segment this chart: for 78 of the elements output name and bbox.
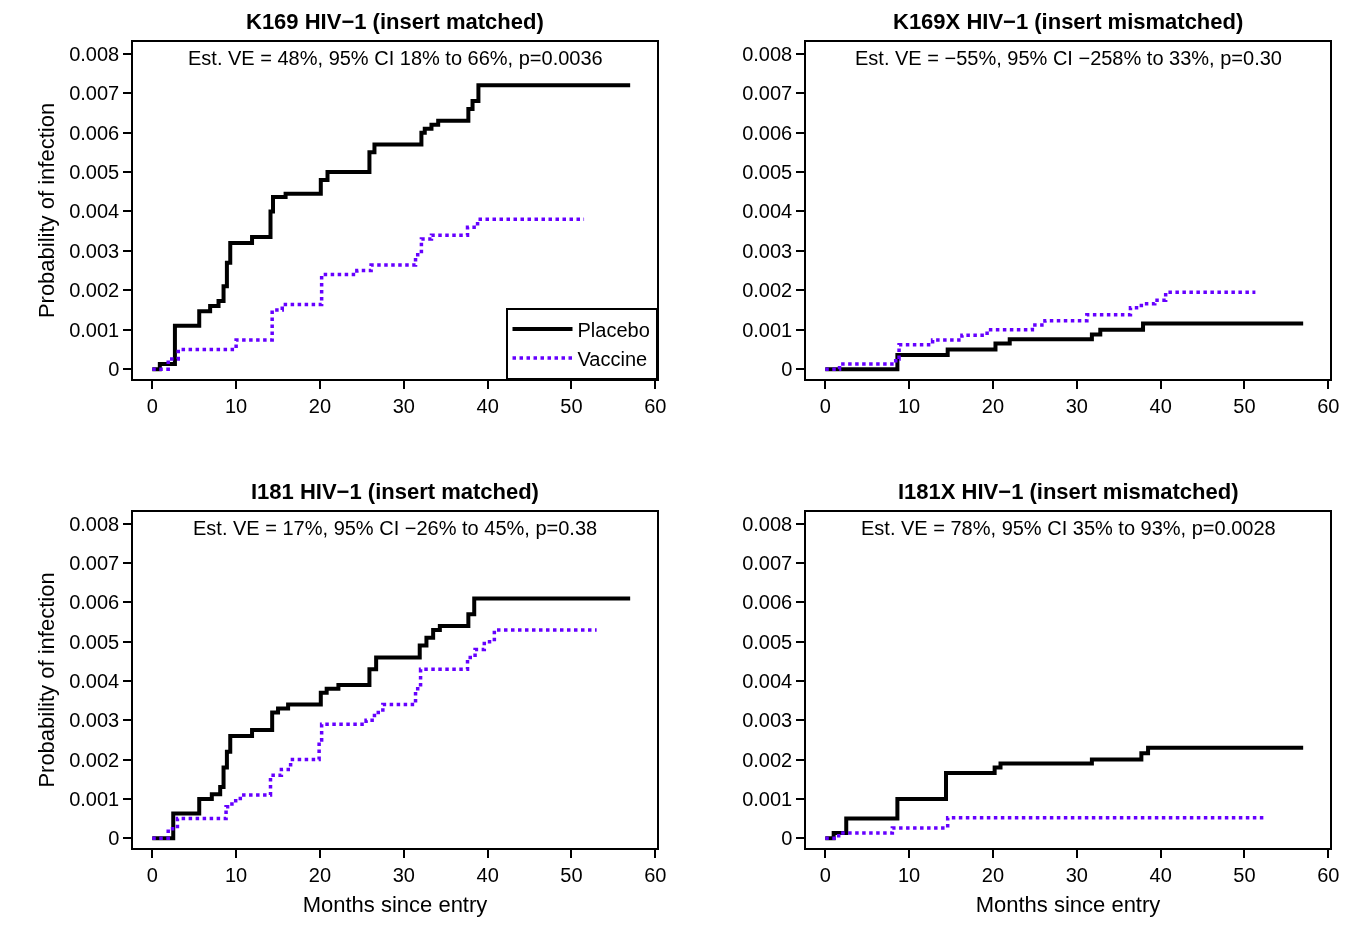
y-tick-label: 0.007 [742,552,793,575]
y-tick-label: 0.001 [742,318,793,341]
y-tick-label: 0.005 [742,161,793,184]
legend-label: Vaccine [577,347,648,370]
y-tick-label: 0.002 [69,748,120,771]
y-tick-label: 0.004 [742,200,793,223]
y-tick-label: 0.006 [742,591,793,614]
y-tick-label: 0.008 [742,42,793,65]
y-tick-label: 0.006 [69,121,120,144]
y-tick-label: 0.008 [742,512,793,535]
x-tick-label: 60 [644,394,667,417]
y-tick-label: 0.007 [69,82,120,105]
legend-label: Placebo [577,318,650,341]
y-tick-label: 0.006 [69,591,120,614]
y-tick-label: 0.005 [742,630,793,653]
x-tick-label: 20 [308,863,332,886]
x-tick-label: 40 [1149,863,1172,886]
x-tick-label: 0 [819,863,831,886]
annotation: Est. VE = 78%, 95% CI 35% to 93%, p=0.0028 [861,517,1276,539]
x-tick-label: 30 [392,863,415,886]
annotation: Est. VE = 48%, 95% CI 18% to 66%, p=0.0036 [188,47,603,69]
x-tick-label: 10 [224,394,248,417]
y-tick-label: 0.003 [69,239,120,262]
y-tick-label: 0.002 [742,279,793,302]
x-tick-label: 0 [146,863,158,886]
x-tick-label: 50 [1233,394,1256,417]
y-tick-label: 0.007 [742,82,793,105]
x-tick-label: 60 [644,863,667,886]
x-tick-label: 50 [560,394,583,417]
x-tick-label: 20 [981,394,1005,417]
y-tick-label: 0.003 [742,239,793,262]
y-tick-label: 0 [781,358,793,381]
y-tick-label: 0.008 [69,512,120,535]
x-tick-label: 10 [224,863,248,886]
x-tick-label: 30 [1065,394,1088,417]
x-tick-label: 0 [819,394,831,417]
y-tick-label: 0.006 [742,121,793,144]
y-tick-label: 0.004 [69,200,120,223]
y-tick-label: 0.001 [69,787,120,810]
y-tick-label: 0 [108,827,120,850]
x-tick-label: 20 [308,394,332,417]
x-tick-label: 20 [981,863,1005,886]
chart-title: I181X HIV−1 (insert mismatched) [898,479,1239,504]
x-tick-label: 60 [1317,394,1340,417]
y-tick-label: 0 [108,358,120,381]
x-tick-label: 50 [560,863,583,886]
y-tick-label: 0.003 [69,709,120,732]
x-tick-label: 30 [1065,863,1088,886]
x-tick-label: 60 [1317,863,1340,886]
chart-title: I181 HIV−1 (insert matched) [251,479,539,504]
x-tick-label: 10 [897,394,921,417]
y-tick-label: 0 [781,827,793,850]
chart-title: K169X HIV−1 (insert mismatched) [893,9,1244,34]
y-tick-label: 0.008 [69,42,120,65]
annotation: Est. VE = 17%, 95% CI −26% to 45%, p=0.38 [193,517,598,539]
y-tick-label: 0.007 [69,552,120,575]
x-tick-label: 40 [1149,394,1172,417]
y-axis-title: Probability of infection [34,572,60,788]
x-tick-label: 30 [392,394,415,417]
x-tick-label: 10 [897,863,921,886]
annotation: Est. VE = −55%, 95% CI −258% to 33%, p=0.30 [855,47,1282,69]
x-tick-label: 0 [146,394,158,417]
y-tick-label: 0.004 [69,669,120,692]
x-axis-title: Months since entry [302,892,488,918]
x-axis-title: Months since entry [975,892,1161,918]
y-tick-label: 0.003 [742,709,793,732]
y-tick-label: 0.005 [69,161,120,184]
y-tick-label: 0.002 [69,279,120,302]
x-tick-label: 40 [476,394,499,417]
y-tick-label: 0.001 [69,318,120,341]
y-tick-label: 0.005 [69,630,120,653]
x-tick-label: 40 [476,863,499,886]
y-tick-label: 0.001 [742,787,793,810]
chart-title: K169 HIV−1 (insert matched) [246,9,544,34]
y-axis-title: Probability of infection [34,102,60,319]
y-tick-label: 0.004 [742,669,793,692]
x-tick-label: 50 [1233,863,1256,886]
y-tick-label: 0.002 [742,748,793,771]
